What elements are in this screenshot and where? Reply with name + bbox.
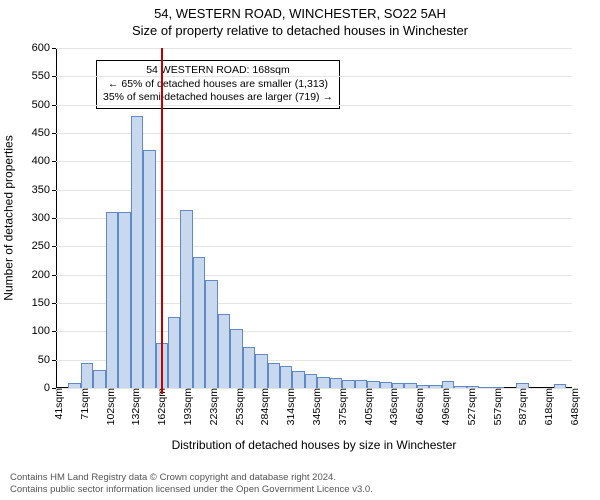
- x-tick-label: 102sqm: [99, 388, 117, 425]
- footer-line-2: Contains public sector information licen…: [10, 484, 590, 496]
- y-tick-mark: [52, 105, 56, 106]
- grid-line: [56, 76, 572, 77]
- histogram-bar: [218, 314, 230, 388]
- histogram-bar: [106, 212, 118, 388]
- histogram-bar: [317, 377, 329, 388]
- y-tick-label: 150: [32, 297, 50, 309]
- y-tick-mark: [52, 76, 56, 77]
- footer-line-1: Contains HM Land Registry data © Crown c…: [10, 472, 590, 484]
- x-tick-label: 527sqm: [460, 388, 478, 425]
- y-tick-mark: [52, 360, 56, 361]
- x-tick-label: 375sqm: [331, 388, 349, 425]
- x-tick-label: 436sqm: [382, 388, 400, 425]
- y-tick-label: 450: [32, 127, 50, 139]
- x-tick-label: 223sqm: [202, 388, 220, 425]
- histogram-bar: [442, 381, 454, 388]
- chart-container: 54, WESTERN ROAD, WINCHESTER, SO22 5AH S…: [0, 0, 600, 500]
- x-tick-label: 618sqm: [537, 388, 555, 425]
- y-tick-label: 600: [32, 42, 50, 54]
- footer: Contains HM Land Registry data © Crown c…: [10, 472, 590, 496]
- y-tick-mark: [52, 133, 56, 134]
- grid-line: [56, 105, 572, 106]
- histogram-bar: [118, 212, 130, 388]
- histogram-bar: [230, 329, 242, 389]
- histogram-bar: [342, 380, 354, 389]
- y-tick-label: 300: [32, 212, 50, 224]
- y-tick-mark: [52, 161, 56, 162]
- histogram-bar: [93, 370, 105, 388]
- plot-region: 54 WESTERN ROAD: 168sqm ← 65% of detache…: [56, 48, 572, 388]
- x-tick-label: 557sqm: [486, 388, 504, 425]
- callout-line-2: ← 65% of detached houses are smaller (1,…: [103, 78, 333, 92]
- histogram-bar: [180, 210, 192, 389]
- histogram-bar: [193, 257, 205, 388]
- histogram-bar: [355, 380, 367, 388]
- histogram-bar: [367, 381, 379, 388]
- histogram-bar: [205, 280, 217, 388]
- histogram-bar: [143, 150, 155, 388]
- grid-line: [56, 48, 572, 49]
- y-tick-label: 250: [32, 240, 50, 252]
- histogram-bar: [255, 354, 267, 388]
- histogram-bar: [131, 116, 143, 388]
- histogram-bar: [305, 374, 317, 388]
- y-tick-mark: [52, 331, 56, 332]
- x-tick-label: 648sqm: [563, 388, 581, 425]
- x-tick-label: 284sqm: [253, 388, 271, 425]
- title-line-1: 54, WESTERN ROAD, WINCHESTER, SO22 5AH: [0, 0, 600, 21]
- x-tick-label: 587sqm: [511, 388, 529, 425]
- x-tick-label: 314sqm: [279, 388, 297, 425]
- x-tick-label: 345sqm: [305, 388, 323, 425]
- callout-box: 54 WESTERN ROAD: 168sqm ← 65% of detache…: [96, 60, 340, 109]
- y-tick-mark: [52, 218, 56, 219]
- y-tick-mark: [52, 246, 56, 247]
- y-tick-label: 400: [32, 155, 50, 167]
- histogram-bar: [243, 347, 255, 388]
- y-tick-label: 550: [32, 70, 50, 82]
- histogram-bar: [81, 363, 93, 389]
- x-tick-label: 496sqm: [434, 388, 452, 425]
- title-line-2: Size of property relative to detached ho…: [0, 21, 600, 38]
- y-tick-label: 100: [32, 325, 50, 337]
- x-tick-label: 71sqm: [73, 388, 91, 420]
- x-tick-label: 162sqm: [150, 388, 168, 425]
- callout-line-3: 35% of semi-detached houses are larger (…: [103, 91, 333, 105]
- y-tick-mark: [52, 275, 56, 276]
- x-tick-label: 41sqm: [47, 388, 65, 420]
- x-axis-label: Distribution of detached houses by size …: [56, 438, 572, 452]
- marker-line: [161, 48, 163, 394]
- histogram-bar: [168, 317, 180, 388]
- y-tick-label: 50: [38, 354, 50, 366]
- x-tick-label: 132sqm: [124, 388, 142, 425]
- y-tick-label: 500: [32, 99, 50, 111]
- x-tick-label: 193sqm: [176, 388, 194, 425]
- y-tick-label: 200: [32, 269, 50, 281]
- y-tick-mark: [52, 48, 56, 49]
- histogram-bar: [330, 378, 342, 388]
- y-tick-mark: [52, 190, 56, 191]
- histogram-bar: [292, 371, 304, 388]
- histogram-bar: [268, 363, 280, 389]
- histogram-bar: [280, 366, 292, 388]
- x-tick-label: 466sqm: [408, 388, 426, 425]
- x-tick-label: 405sqm: [357, 388, 375, 425]
- x-tick-label: 253sqm: [228, 388, 246, 425]
- y-tick-mark: [52, 303, 56, 304]
- y-tick-label: 350: [32, 184, 50, 196]
- y-axis-label: Number of detached properties: [2, 48, 16, 388]
